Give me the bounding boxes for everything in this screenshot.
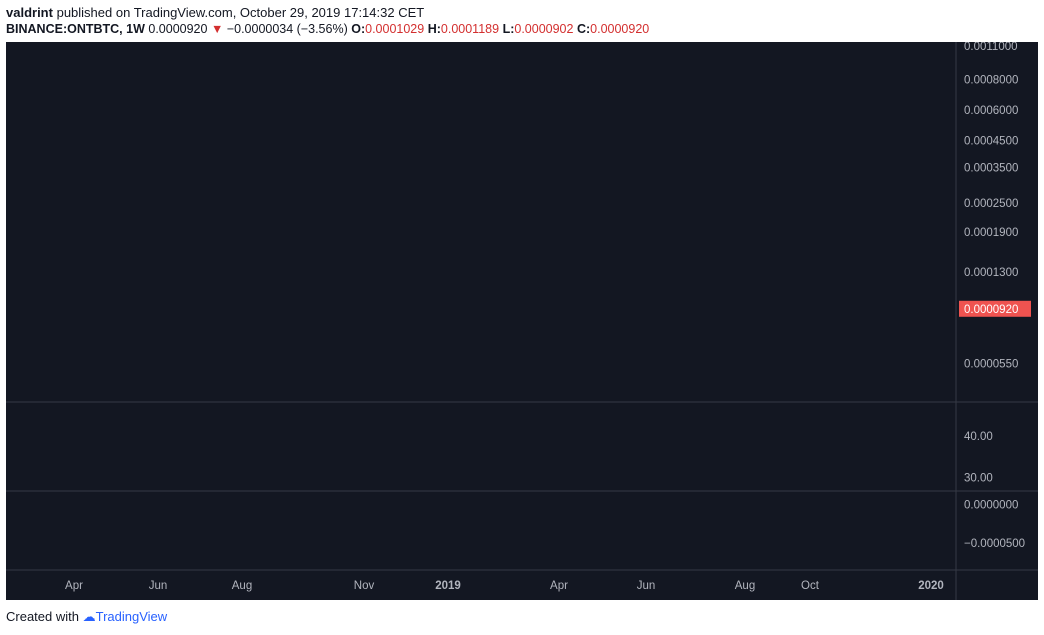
- chart-background: [6, 42, 1038, 600]
- chart-area[interactable]: Ontology / Bitcoin, 1W, BINANCE RSI (14,…: [6, 36, 1038, 600]
- created-with-label: Created with: [6, 609, 79, 624]
- author-name[interactable]: valdrint: [6, 5, 53, 20]
- axes: 0.0011000 0.0008000 0.0006000 0.0004500 0.00…: [6, 41, 1038, 600]
- rsi-tick-label: 30.00: [964, 473, 993, 485]
- time-tick-label: Nov: [354, 580, 375, 592]
- close-value: 0.0000920: [590, 22, 650, 36]
- time-tick-label: Apr: [65, 580, 83, 592]
- last-price-tag-label: 0.0000920: [964, 304, 1018, 316]
- tradingview-brand[interactable]: TradingView: [95, 609, 168, 624]
- price-tick-label: 0.0001900: [964, 227, 1018, 239]
- footer: Created with ☁TradingView: [6, 609, 167, 625]
- macd-tick-label: 0.0000000: [964, 499, 1018, 511]
- time-tick-label: Oct: [801, 580, 820, 592]
- macd-tick-label: −0.0000500: [964, 538, 1025, 550]
- symbol-label: BINANCE:ONTBTC, 1W: [6, 22, 145, 36]
- price-tick-label: 0.0008000: [964, 75, 1018, 87]
- chart-svg[interactable]: Ontology / Bitcoin, 1W, BINANCE RSI (14,…: [6, 36, 1038, 600]
- open-label: O:: [351, 22, 366, 36]
- last-price: 0.0000920: [148, 22, 208, 36]
- time-tick-label: 2020: [918, 580, 944, 592]
- ohlc-line: BINANCE:ONTBTC, 1W 0.0000920 ▼ −0.000003…: [6, 22, 649, 36]
- down-triangle-icon: ▼: [210, 22, 224, 36]
- last-price-tag: [959, 300, 1031, 317]
- price-tick-label: 0.0003500: [964, 162, 1018, 174]
- price-tick-label: 0.0011000: [964, 42, 1018, 53]
- low-label: L:: [502, 22, 515, 36]
- low-value: 0.0000902: [514, 22, 574, 36]
- close-label: C:: [576, 22, 591, 36]
- price-tick-label: 0.0001300: [964, 267, 1018, 279]
- time-tick-label: Jun: [149, 580, 168, 592]
- tradingview-logo-icon: ☁: [82, 609, 96, 624]
- time-tick-label: Aug: [735, 580, 755, 592]
- high-value: 0.0001189: [440, 22, 500, 36]
- price-tick-label: 0.0004500: [964, 136, 1018, 148]
- time-tick-label: 2019: [435, 580, 461, 592]
- price-tick-label: 0.0002500: [964, 198, 1018, 210]
- rsi-tick-label: 40.00: [964, 431, 993, 443]
- publish-line: valdrint published on TradingView.com, O…: [6, 5, 424, 20]
- time-tick-label: Jun: [637, 580, 656, 592]
- time-tick-label: Apr: [550, 580, 568, 592]
- publish-info: published on TradingView.com, October 29…: [56, 5, 425, 20]
- price-change: −0.0000034 (−3.56%): [226, 22, 348, 36]
- open-value: 0.0001029: [365, 22, 425, 36]
- price-tick-label: 0.0000550: [964, 358, 1018, 370]
- high-label: H:: [427, 22, 441, 36]
- time-tick-label: Aug: [232, 580, 252, 592]
- price-tick-label: 0.0006000: [964, 105, 1018, 117]
